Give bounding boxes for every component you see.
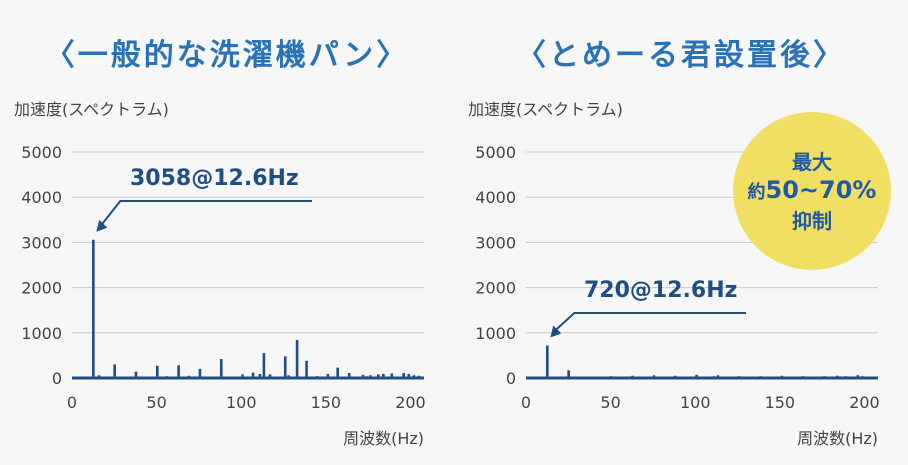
spectrum-bar <box>258 373 262 378</box>
x-tick-label: 0 <box>521 393 531 412</box>
x-tick-label: 50 <box>146 393 166 412</box>
spectrum-bar <box>695 374 698 378</box>
spectrum-bar <box>134 371 138 378</box>
x-tick-label: 200 <box>395 393 426 412</box>
spectrum-bar <box>347 373 351 378</box>
x-axis-label: 周波数(Hz) <box>797 429 878 448</box>
x-tick-label: 50 <box>600 393 620 412</box>
x-tick-label: 200 <box>849 393 880 412</box>
x-tick-label: 150 <box>765 393 796 412</box>
peak-annotation-label: 3058@12.6Hz <box>130 166 299 191</box>
y-tick-label: 5000 <box>21 143 62 162</box>
spectrum-bar <box>377 374 380 378</box>
spectrum-bar <box>361 374 365 378</box>
spectrum-bar <box>567 370 570 378</box>
badge-line3: 抑制 <box>792 208 832 233</box>
peak-annotation-arrowhead <box>96 219 108 232</box>
x-tick-label: 100 <box>226 393 257 412</box>
y-tick-label: 2000 <box>475 279 516 298</box>
chart-panel-general: 〈一般的な洗濯機パン〉 加速度(スペクトラム) 0 1000 2000 3000 4000… <box>14 38 426 448</box>
y-tick-label: 0 <box>506 369 516 388</box>
x-tick-label: 100 <box>680 393 711 412</box>
peak-annotation-label: 720@12.6Hz <box>584 278 737 303</box>
y-tick-label: 3000 <box>475 233 516 252</box>
y-tick-label: 3000 <box>21 233 62 252</box>
y-tick-label: 1000 <box>21 324 62 343</box>
spectrum-bar <box>382 373 385 378</box>
spectrum-bar <box>113 364 116 378</box>
spectrum-bar <box>407 373 411 378</box>
spectrum-bar <box>305 360 308 378</box>
spectrum-bar <box>336 367 339 378</box>
spectrum-bar <box>283 356 287 378</box>
x-tick-label: 0 <box>67 393 77 412</box>
badge-prefix: 約 <box>747 181 766 203</box>
y-tick-label: 2000 <box>21 279 62 298</box>
spectrum-bar <box>219 359 223 378</box>
y-tick-label: 1000 <box>475 324 516 343</box>
spectrum-bar <box>326 373 330 378</box>
spectrum-bar <box>262 353 266 378</box>
spectrum-bar <box>390 373 394 378</box>
peak-annotation-leader <box>555 312 746 331</box>
y-tick-label: 4000 <box>475 188 516 207</box>
badge-line2: 約50~70% <box>748 175 877 208</box>
y-tick-label: 4000 <box>21 188 62 207</box>
spectrum-bar <box>546 345 549 378</box>
chart-panel-tomeru: 〈とめーる君設置後〉 加速度(スペクトラム) 0 1000 2000 3000 4000 5… <box>454 0 908 465</box>
x-axis-label: 周波数(Hz) <box>343 429 424 448</box>
y-tick-label: 0 <box>52 369 62 388</box>
y-axis-label: 加速度(スペクトラム) <box>14 100 169 119</box>
chart-title: 〈一般的な洗濯機パン〉 <box>44 38 410 73</box>
badge-line1: 最大 <box>792 149 832 174</box>
spectrum-bar <box>92 239 95 378</box>
spectrum-bar <box>402 373 405 378</box>
spectrum-bar <box>295 340 299 378</box>
spectrum-bar <box>241 374 244 378</box>
badge-value: 50~70% <box>765 175 877 204</box>
spectrum-bar <box>251 372 255 378</box>
peak-annotation-leader <box>101 200 312 225</box>
spectrum-bar <box>155 365 159 378</box>
y-tick-label: 5000 <box>475 143 516 162</box>
spectrum-bar <box>198 368 202 378</box>
chart-title: 〈とめーる君設置後〉 <box>516 38 846 73</box>
x-tick-label: 150 <box>311 393 342 412</box>
y-axis-label: 加速度(スペクトラム) <box>468 100 623 119</box>
spectrum-bar <box>268 374 272 378</box>
reduction-badge: 最大 約50~70% 抑制 <box>733 112 891 270</box>
chart-general: 加速度(スペクトラム) 0 1000 2000 3000 4000 5000 0 50 100 15… <box>14 100 426 448</box>
peak-annotation-arrowhead <box>550 325 562 338</box>
spectrum-bar <box>177 365 180 378</box>
